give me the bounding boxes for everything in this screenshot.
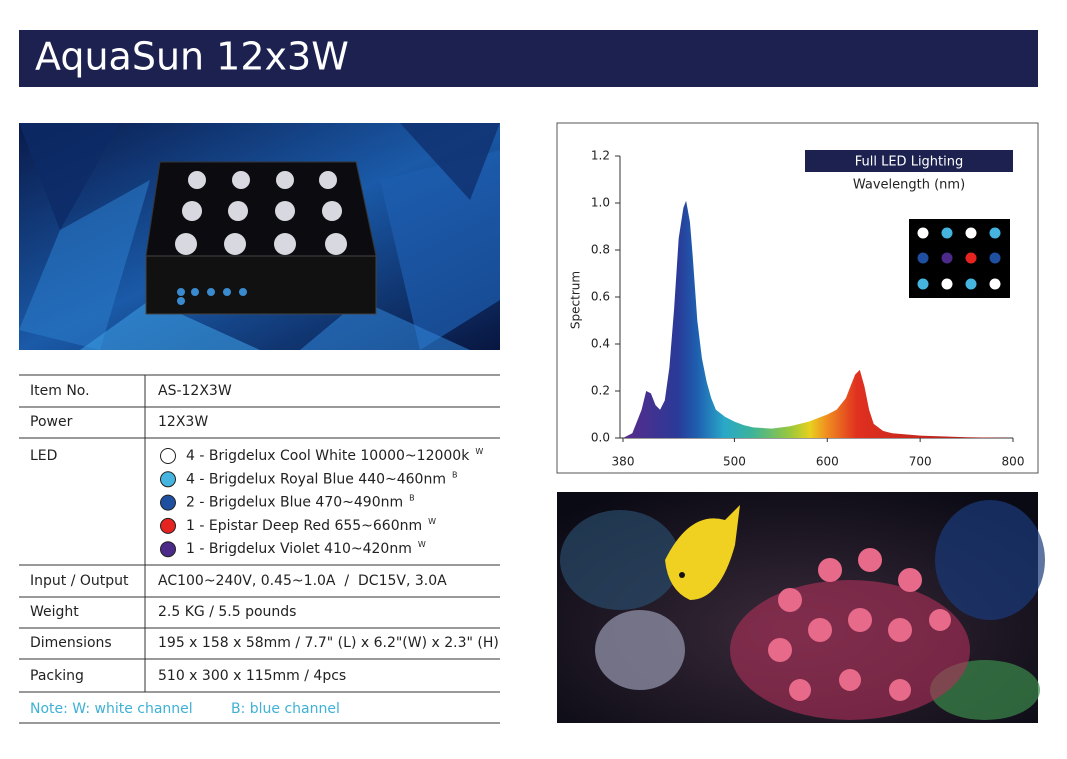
spec-table: Item No. AS-12X3W Power 12X3W LED 4 - Brigdel… — [30, 383, 499, 717]
x-tick-label: 800 — [1002, 455, 1025, 469]
led-dot — [160, 471, 176, 488]
led-text: 4 - Brigdelux Cool White 10000~12000k — [186, 448, 470, 464]
reef-photo — [557, 492, 1045, 723]
y-tick-label: 0.0 — [591, 431, 610, 445]
y-tick-label: 1.0 — [591, 196, 610, 210]
led-dot — [160, 494, 176, 511]
x-tick-label: 380 — [612, 455, 635, 469]
led-text: 4 - Brigdelux Royal Blue 440~460nm — [186, 471, 446, 487]
row-value: 195 x 158 x 58mm / 7.7" (L) x 6.2"(W) x … — [158, 635, 499, 651]
table-rules — [19, 374, 500, 724]
y-tick-label: 0.4 — [591, 337, 610, 351]
led-text: 2 - Brigdelux Blue 470~490nm — [186, 495, 403, 511]
y-tick-label: 1.2 — [591, 149, 610, 163]
row-value: 12X3W — [158, 414, 208, 430]
x-tick-label: 500 — [723, 455, 746, 469]
row-label: LED — [30, 448, 57, 464]
note: B: blue channel — [231, 701, 340, 717]
y-tick-label: 0.6 — [591, 290, 610, 304]
spectrum-area — [623, 200, 1013, 438]
product-photo — [19, 123, 500, 350]
note: Note: W: white channel — [30, 701, 193, 717]
led-dot — [160, 448, 176, 464]
led-channel: B — [452, 470, 458, 479]
chart-subtitle: Wavelength (nm) — [853, 178, 965, 193]
row-value: 510 x 300 x 115mm / 4pcs — [158, 668, 346, 684]
spectrum-chart: 0.0 0.2 0.4 0.6 0.8 1.0 1.2 380 500 600 700 800 — [591, 149, 1025, 469]
led-entry: 1 - Brigdelux Violet 410~420nm W — [186, 540, 426, 558]
row-label: Dimensions — [30, 635, 112, 651]
header-bar — [19, 30, 1038, 87]
row-label: Weight — [30, 604, 79, 620]
led-channel: B — [409, 493, 415, 502]
row-label: Item No. — [30, 383, 90, 399]
row-value: AS-12X3W — [158, 383, 232, 399]
row-label: Packing — [30, 668, 84, 684]
x-tick-label: 700 — [909, 455, 932, 469]
y-tick-label: 0.8 — [591, 243, 610, 257]
led-dot — [160, 541, 176, 558]
led-channel: W — [475, 447, 483, 456]
led-dot — [160, 517, 176, 534]
led-entry: 4 - Brigdelux Royal Blue 440~460nm B — [186, 470, 457, 488]
row-label: Power — [30, 414, 73, 430]
led-entry: 2 - Brigdelux Blue 470~490nm B — [186, 493, 415, 511]
row-value: 2.5 KG / 5.5 pounds — [158, 604, 296, 620]
row-label: Input / Output — [30, 573, 129, 589]
led-layout — [909, 219, 1010, 298]
led-text: 1 - Epistar Deep Red 655~660nm — [186, 518, 422, 534]
y-axis-label: Spectrum — [569, 271, 583, 329]
x-tick-label: 600 — [816, 455, 839, 469]
chart-title-box — [805, 150, 1013, 172]
led-channel: W — [418, 540, 426, 549]
header-title: AquaSun 12x3W — [35, 35, 349, 79]
led-channel: W — [428, 516, 436, 525]
led-text: 1 - Brigdelux Violet 410~420nm — [186, 541, 412, 557]
row-value: AC100~240V, 0.45~1.0A / DC15V, 3.0A — [158, 573, 447, 589]
y-tick-label: 0.2 — [591, 384, 610, 398]
led-entry: 1 - Epistar Deep Red 655~660nm W — [186, 516, 436, 534]
led-entry: 4 - Brigdelux Cool White 10000~12000k W — [186, 447, 483, 465]
chart-title: Full LED Lighting — [855, 155, 964, 170]
